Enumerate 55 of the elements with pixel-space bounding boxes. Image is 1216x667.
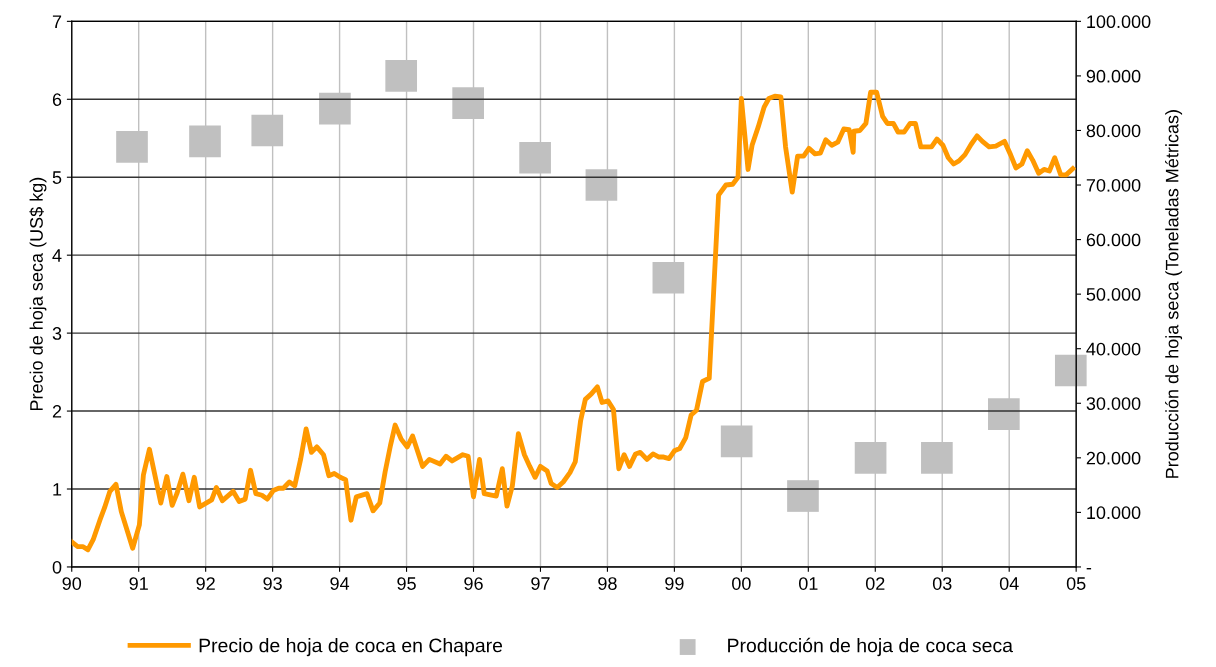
x-tick-label: 02 xyxy=(865,577,885,590)
point xyxy=(652,261,685,294)
x-tick-label: 96 xyxy=(464,577,483,590)
line-series xyxy=(71,89,1076,553)
y-tick-label: 6 xyxy=(52,93,62,107)
x-tick-label: 01 xyxy=(798,577,818,590)
y2-tick-label: 100.000 xyxy=(1087,15,1151,29)
point xyxy=(585,169,618,201)
x-tick-label: 95 xyxy=(397,577,416,590)
y-tick-label: 7 xyxy=(52,15,62,28)
x-tick-label: 97 xyxy=(531,577,550,590)
point xyxy=(319,92,351,125)
y2-tick-label: - xyxy=(1086,567,1092,570)
y-tick-label: 2 xyxy=(52,405,62,418)
point xyxy=(787,480,819,512)
legend-label: Producción de hoja de coca seca xyxy=(728,637,1013,657)
point xyxy=(921,441,953,474)
point xyxy=(988,398,1020,431)
y2-tick-label: 80.000 xyxy=(1086,124,1141,138)
y2-axis-title: Producción de hoja seca (Toneladas Métricas) xyxy=(1165,110,1183,478)
legend-label: Precio de hoja de coca en Chapare xyxy=(199,638,503,657)
point xyxy=(385,60,418,92)
point xyxy=(854,441,887,474)
y-tick-label: 4 xyxy=(52,249,62,262)
y-tick-label: 0 xyxy=(52,560,62,574)
point xyxy=(519,141,551,174)
point xyxy=(116,131,148,163)
y2-tick-label: 10.000 xyxy=(1087,506,1141,520)
x-tick-label: 00 xyxy=(732,577,751,590)
y-tick-label: 5 xyxy=(52,171,62,184)
point xyxy=(1054,354,1087,387)
x-tick-label: 93 xyxy=(263,577,282,590)
x-tick-label: 92 xyxy=(196,577,215,590)
y2-tick-label: 60.000 xyxy=(1086,233,1141,247)
x-tick-label: 04 xyxy=(999,577,1019,590)
y-axis-title: Precio de hoja seca (US$ kg) xyxy=(29,177,47,411)
point xyxy=(452,87,484,120)
y2-tick-label: 90.000 xyxy=(1086,69,1141,83)
x-tick-label: 90 xyxy=(62,577,82,590)
y-tick-label: 1 xyxy=(53,483,62,496)
point xyxy=(251,114,284,147)
x-tick-label: 05 xyxy=(1066,577,1086,590)
y-tick-label: 3 xyxy=(52,327,62,340)
y2-tick-label: 20.000 xyxy=(1086,451,1141,465)
x-tick-label: 94 xyxy=(330,577,350,590)
point xyxy=(189,125,221,158)
x-tick-label: 99 xyxy=(665,577,684,590)
x-tick-label: 91 xyxy=(129,577,148,590)
x-tick-label: 03 xyxy=(932,577,952,590)
x-tick-label: 98 xyxy=(598,577,617,590)
y2-tick-label: 70.000 xyxy=(1086,178,1141,192)
y2-tick-label: 30.000 xyxy=(1086,397,1141,410)
point xyxy=(720,425,753,458)
y2-tick-label: 40.000 xyxy=(1086,342,1141,356)
y2-tick-label: 50.000 xyxy=(1086,288,1141,301)
